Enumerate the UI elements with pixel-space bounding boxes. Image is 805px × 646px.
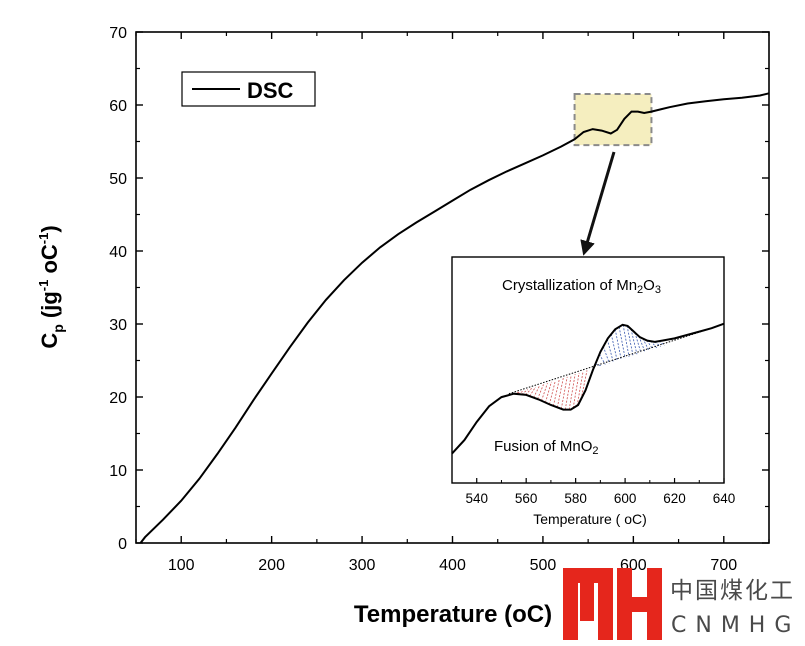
main-plot: 100 200 300 400 500 600 700 0 10 20 30 40 50 60 70 DSC… xyxy=(36,25,770,628)
watermark-logo: MH xyxy=(0,0,662,640)
inset-x-tick-label: 620 xyxy=(663,491,686,506)
inset-dsc-curve xyxy=(451,322,725,455)
fusion-hatch xyxy=(576,371,584,406)
y-tick-label: 50 xyxy=(109,171,127,188)
x-tick-label: 100 xyxy=(168,557,195,574)
crystallization-hatch xyxy=(602,346,610,364)
fusion-hatch xyxy=(549,380,556,405)
crystallization-hatch xyxy=(610,334,618,361)
y-tick-label: 10 xyxy=(109,463,127,480)
inset-x-tick-label: 640 xyxy=(713,491,736,506)
fusion-hatch xyxy=(556,377,564,408)
x-tick-label: 400 xyxy=(439,557,466,574)
crystallization-hatch xyxy=(606,339,614,363)
inset-x-tick-label: 540 xyxy=(465,491,488,506)
fusion-hatch xyxy=(545,381,552,403)
crystallization-hatch xyxy=(630,329,638,355)
annotation-crystallization: Crystallization of Mn2O3 xyxy=(502,277,661,296)
crystallization-hatch xyxy=(638,336,646,352)
crystallization-hatch xyxy=(642,338,650,351)
fusion-hatch xyxy=(541,383,548,401)
x-tick-label: 700 xyxy=(710,557,737,574)
fusion-hatch xyxy=(537,384,544,400)
svg-text:MH: MH xyxy=(0,0,2,1)
zoom-arrow xyxy=(580,151,616,256)
legend: DSC xyxy=(181,71,316,107)
x-tick-label: 300 xyxy=(349,557,376,574)
crystallization-hatch xyxy=(614,329,622,360)
annotation-fusion: Fusion of MnO2 xyxy=(494,438,599,457)
legend-label: DSC xyxy=(247,78,294,103)
fusion-hatch xyxy=(525,388,532,396)
y-tick-label: 60 xyxy=(109,98,127,115)
crystallization-hatch xyxy=(622,324,630,357)
y-tick-label: 20 xyxy=(109,390,127,407)
inset-fills xyxy=(513,324,665,410)
fusion-hatch xyxy=(580,370,588,400)
crystallization-hatch xyxy=(599,354,606,365)
main-axis-ticks: 100 200 300 400 500 600 700 0 10 20 30 40 50 60 70 xyxy=(109,25,770,574)
inset-x-axis-title: Temperature ( oC) xyxy=(533,511,647,527)
fusion-hatch xyxy=(572,372,580,409)
fusion-hatch xyxy=(533,385,540,398)
fusion-hatch xyxy=(529,386,536,397)
y-tick-label: 70 xyxy=(109,25,127,42)
x-tick-label: 500 xyxy=(530,557,557,574)
x-tick-label: 200 xyxy=(258,557,285,574)
y-tick-label: 0 xyxy=(118,536,127,553)
y-tick-label: 40 xyxy=(109,244,127,261)
inset-x-tick-label: 600 xyxy=(614,491,637,506)
dsc-curve xyxy=(139,92,770,544)
crystallization-hatch xyxy=(634,332,642,354)
crystallization-hatch xyxy=(595,363,602,367)
fusion-hatch xyxy=(552,379,560,407)
fusion-hatch xyxy=(568,374,576,410)
inset-axis-ticks: 540 560 580 600 620 640 xyxy=(451,478,736,506)
fusion-hatch xyxy=(560,376,568,409)
x-axis-title: Temperature (oC) xyxy=(354,601,552,628)
inset-baseline xyxy=(508,327,712,395)
inset-plot: 540 560 580 600 620 640 Crystallization of Mn… xyxy=(451,256,736,527)
inset-x-tick-label: 580 xyxy=(564,491,587,506)
watermark-en-text: CNMHG xyxy=(671,613,800,638)
inset-x-tick-label: 560 xyxy=(515,491,538,506)
crystallization-hatch xyxy=(618,326,626,359)
y-tick-label: 30 xyxy=(109,317,127,334)
inset-frame xyxy=(451,256,725,484)
highlight-region xyxy=(573,93,653,147)
crystallization-hatch xyxy=(626,325,634,356)
inset-background xyxy=(452,257,724,483)
watermark-cn-text: 中国煤化工 xyxy=(670,578,795,604)
y-axis-title: Cp (jg-1 oC-1) xyxy=(36,225,66,348)
fusion-hatch xyxy=(564,375,572,410)
